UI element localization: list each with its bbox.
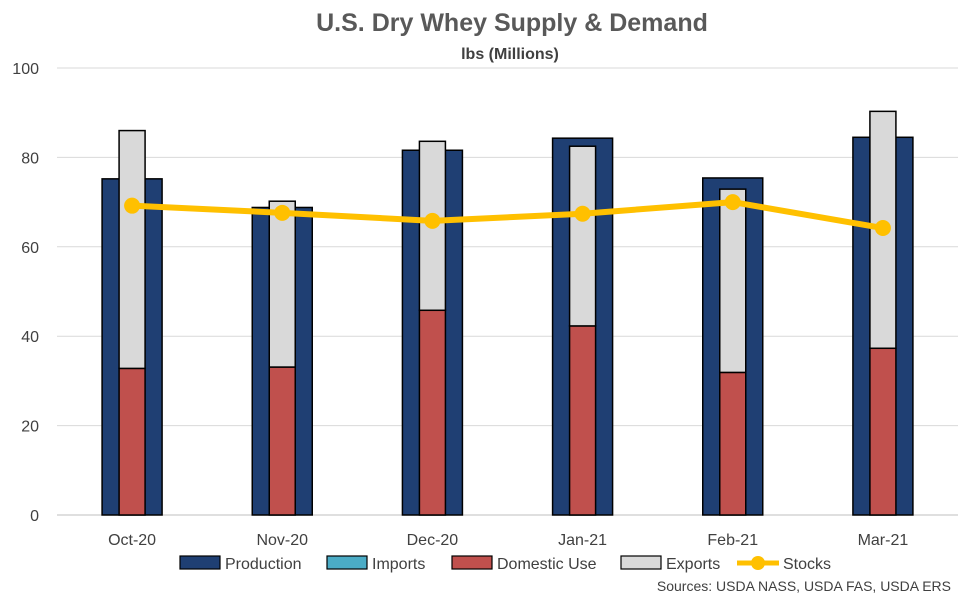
stocks-line-path	[129, 199, 886, 232]
y-tick-label: 80	[21, 150, 39, 167]
stocks-point	[424, 212, 441, 229]
x-tick-label: Mar-21	[858, 532, 909, 549]
exports-bar	[118, 129, 146, 370]
legend-swatch	[179, 555, 221, 570]
legend-swatch	[326, 555, 368, 570]
domestic-use-bar	[418, 309, 447, 516]
legend-swatch	[451, 555, 493, 570]
stocks-line	[124, 194, 891, 237]
stocks-point	[574, 205, 591, 222]
y-tick-label: 0	[30, 508, 39, 525]
x-tick-label: Feb-21	[707, 532, 758, 549]
domestic-use-bar	[268, 366, 296, 516]
exports-bar	[719, 188, 747, 374]
gridlines	[57, 67, 958, 516]
legend-label: Exports	[666, 556, 720, 573]
y-tick-label: 100	[12, 61, 39, 78]
x-axis: Oct-20 Nov-20 Dec-20 Jan-21 Feb-21 Mar-21	[108, 532, 908, 549]
y-tick-label: 60	[21, 240, 39, 257]
y-axis: 0 20 40 60 80 100	[12, 61, 39, 525]
bars	[101, 110, 914, 516]
source-note: Sources: USDA NASS, USDA FAS, USDA ERS	[657, 578, 951, 594]
x-tick-label: Oct-20	[108, 532, 156, 549]
domestic-use-bar	[118, 367, 146, 516]
stocks-point	[874, 220, 891, 237]
domestic-use-bar	[568, 325, 597, 516]
legend-label: Stocks	[783, 556, 831, 573]
chart-title: U.S. Dry Whey Supply & Demand	[316, 9, 708, 37]
stocks-point	[124, 197, 141, 214]
legend: Production Imports Domestic Use Exports Stoc…	[179, 555, 831, 573]
domestic-use-bar	[869, 347, 897, 516]
legend-marker	[751, 556, 765, 570]
legend-label: Imports	[372, 556, 425, 573]
y-tick-label: 40	[21, 329, 39, 346]
x-tick-label: Dec-20	[407, 532, 459, 549]
exports-bar	[568, 145, 597, 327]
y-tick-label: 20	[21, 419, 39, 436]
x-tick-label: Jan-21	[558, 532, 607, 549]
legend-label: Production	[225, 556, 302, 573]
x-tick-label: Nov-20	[256, 532, 308, 549]
exports-bar	[268, 200, 296, 368]
chart-subtitle: lbs (Millions)	[461, 46, 559, 63]
legend-label: Domestic Use	[497, 556, 597, 573]
legend-swatch	[620, 555, 662, 570]
stocks-point	[274, 204, 291, 221]
stocks-point	[724, 194, 741, 211]
domestic-use-bar	[719, 371, 747, 516]
